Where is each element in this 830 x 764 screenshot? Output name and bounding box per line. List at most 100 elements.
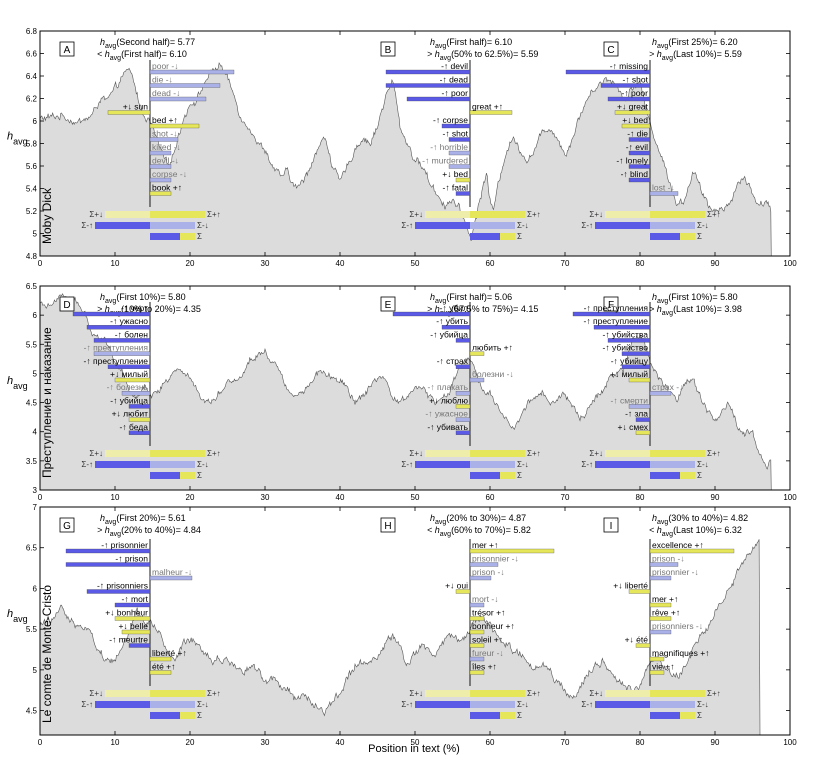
sum-label-total: Σ <box>517 711 522 720</box>
word-bar <box>455 417 471 422</box>
x-tick-label: 20 <box>186 493 195 502</box>
inset-letter: C <box>607 45 614 56</box>
inset-header-line-2: > havg(Last 10%)= 5.59 <box>649 49 742 62</box>
word-bar <box>628 377 651 383</box>
header-tail: (First 20%)= 5.61 <box>116 513 185 523</box>
word-label: -↑ evil <box>626 142 648 152</box>
word-label: -↑ corpse <box>433 115 468 125</box>
word-bar <box>406 96 471 102</box>
sum-bar-total <box>470 472 500 479</box>
sum-label-plus-down: Σ+↓ <box>89 689 103 698</box>
word-bar <box>572 311 651 317</box>
x-tick-label: 40 <box>336 738 345 747</box>
word-label: -↑ плакать <box>428 382 469 392</box>
word-bar <box>385 83 471 88</box>
sum-bar-plus-up <box>150 450 205 457</box>
x-tick-label: 20 <box>186 259 195 268</box>
sum-label-minus-down: Σ-↓ <box>197 221 209 230</box>
sum-label-total: Σ <box>197 471 202 480</box>
sum-label-minus-up: Σ-↑ <box>81 460 93 469</box>
inset-letter: A <box>64 45 71 56</box>
word-label: mort -↓ <box>472 594 498 604</box>
word-bar <box>455 391 471 396</box>
y-tick-label: 4.8 <box>26 252 38 261</box>
word-label: -↑ преступления <box>584 303 649 313</box>
word-label: book +↑ <box>152 183 182 193</box>
word-label: prison -↓ <box>472 567 505 577</box>
word-bar <box>121 629 151 635</box>
sum-bar-minus-down <box>650 461 695 468</box>
word-bar <box>86 589 151 594</box>
header-h: h <box>652 37 657 47</box>
word-label: -↑ болезнь <box>107 382 149 392</box>
sum-bar-total <box>150 712 180 719</box>
word-label: liberté +↑ <box>152 648 187 658</box>
header-tail: (Last 10%)= 5.59 <box>673 49 742 59</box>
word-bar <box>649 629 672 635</box>
sum-bar-total-2 <box>680 712 695 719</box>
word-label: -↑ prison <box>115 554 148 564</box>
word-bar <box>635 430 651 435</box>
word-bar <box>469 110 513 115</box>
word-label: -↑ убийцу <box>611 356 649 366</box>
x-tick-label: 100 <box>783 493 797 502</box>
header-tail: (60% to 70%)= 5.82 <box>451 525 531 535</box>
word-bar <box>607 96 651 102</box>
inset-header-line-1: havg(First 10%)= 5.80 <box>100 292 186 305</box>
sum-label-minus-down: Σ-↓ <box>697 460 709 469</box>
x-tick-label: 80 <box>636 493 645 502</box>
word-bar <box>649 562 679 567</box>
y-tick-label: 6.2 <box>26 95 38 104</box>
sum-bar-total-2 <box>680 233 695 240</box>
word-bar <box>86 325 151 330</box>
word-bar <box>149 670 172 675</box>
sum-bar-minus-up <box>595 701 650 708</box>
word-label: -↑ преступление <box>584 316 649 326</box>
header-sub: avg <box>110 55 121 62</box>
sum-label-total: Σ <box>697 471 702 480</box>
word-label: -↑ черт <box>121 303 148 313</box>
word-label: mer +↑ <box>472 540 498 550</box>
word-bar <box>621 351 651 356</box>
word-label: die -↓ <box>152 75 173 85</box>
y-tick-label: 4.5 <box>26 399 38 408</box>
word-bar <box>448 137 471 142</box>
word-label: -↑ убивать <box>427 422 468 432</box>
sum-label-minus-up: Σ-↑ <box>81 221 93 230</box>
x-tick-label: 70 <box>561 493 570 502</box>
x-tick-label: 10 <box>111 493 120 502</box>
word-label: -↑ ужасно <box>110 316 148 326</box>
word-label: rêve +↑ <box>652 608 680 618</box>
inset-letter: G <box>63 521 71 532</box>
inset-header-line-1: havg(Second half)= 5.77 <box>100 37 195 50</box>
sum-bar-total <box>650 712 680 719</box>
y-tick-label: 6 <box>33 584 38 593</box>
x-axis-label: Position in text (%) <box>368 743 460 755</box>
header-h: h <box>652 292 657 302</box>
word-label: -↑ meurtre <box>109 635 148 645</box>
word-bar <box>621 364 651 369</box>
sum-bar-plus-down <box>425 690 470 697</box>
header-sub: avg <box>657 298 668 305</box>
word-label: magnifiques +↑ <box>652 648 709 658</box>
x-tick-label: 50 <box>411 738 420 747</box>
x-tick-label: 40 <box>336 259 345 268</box>
sum-bar-minus-down <box>150 701 195 708</box>
word-label: любить +↑ <box>472 343 513 353</box>
sum-label-total: Σ <box>697 232 702 241</box>
y-tick-label: 5 <box>33 369 38 378</box>
x-tick-label: 100 <box>783 738 797 747</box>
word-label: -↑ смерти <box>611 395 649 405</box>
word-label: fureur -↓ <box>472 648 504 658</box>
sum-bar-minus-up <box>95 222 150 229</box>
sum-label-minus-down: Σ-↓ <box>197 700 209 709</box>
word-bar <box>649 548 735 554</box>
sum-label-plus-down: Σ+↓ <box>89 210 103 219</box>
x-tick-label: 100 <box>783 259 797 268</box>
x-tick-label: 10 <box>111 738 120 747</box>
sum-label-plus-up: Σ+↑ <box>527 210 541 219</box>
inset-header-line-1: havg(First half)= 5.06 <box>430 292 512 305</box>
inset-letter: E <box>385 300 392 311</box>
header-tail: (First half)= 5.06 <box>446 292 512 302</box>
y-tick-label: 5.6 <box>26 162 38 171</box>
